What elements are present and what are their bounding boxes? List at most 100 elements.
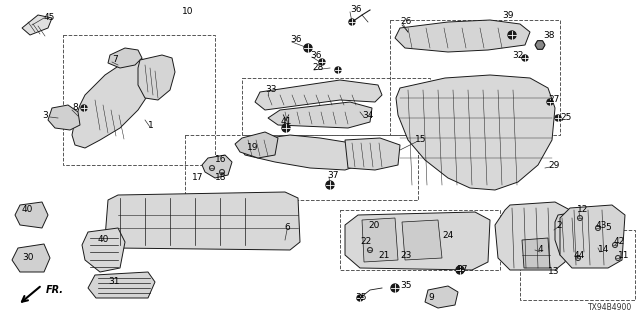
Polygon shape (268, 102, 372, 128)
Text: 12: 12 (577, 205, 588, 214)
Text: 16: 16 (215, 156, 227, 164)
Polygon shape (560, 205, 625, 268)
Text: 36: 36 (290, 36, 301, 44)
Text: 30: 30 (22, 253, 33, 262)
Text: 8: 8 (72, 103, 77, 113)
Polygon shape (240, 135, 368, 170)
Text: 39: 39 (502, 12, 513, 20)
Text: 33: 33 (265, 85, 276, 94)
Circle shape (357, 295, 363, 301)
Polygon shape (555, 210, 600, 255)
Text: 40: 40 (22, 205, 33, 214)
Polygon shape (425, 286, 458, 308)
Bar (390, 20, 560, 135)
Polygon shape (535, 41, 545, 49)
Circle shape (282, 124, 290, 132)
Text: 27: 27 (548, 95, 559, 105)
Text: 15: 15 (415, 135, 426, 145)
Polygon shape (82, 228, 125, 272)
Text: 42: 42 (614, 237, 625, 246)
Polygon shape (522, 238, 550, 268)
Bar (340, 210, 500, 270)
Text: 1: 1 (148, 121, 154, 130)
Text: 19: 19 (247, 143, 259, 153)
Text: 44: 44 (574, 251, 585, 260)
Text: 22: 22 (360, 237, 371, 246)
Text: 37: 37 (456, 266, 467, 275)
Polygon shape (402, 220, 442, 260)
Text: 35: 35 (355, 293, 367, 302)
Circle shape (335, 67, 341, 73)
Circle shape (555, 115, 561, 121)
Text: 43: 43 (596, 220, 607, 229)
Text: 45: 45 (44, 13, 56, 22)
Text: TX94B4900: TX94B4900 (588, 303, 632, 312)
Bar (520, 230, 635, 300)
Polygon shape (88, 272, 155, 298)
Circle shape (522, 55, 528, 61)
Circle shape (304, 44, 312, 52)
Circle shape (547, 99, 553, 105)
Text: 36: 36 (350, 5, 362, 14)
Text: 21: 21 (378, 251, 389, 260)
Polygon shape (12, 244, 50, 272)
Text: 25: 25 (560, 114, 572, 123)
Text: 10: 10 (182, 7, 193, 17)
Text: 26: 26 (400, 18, 412, 27)
Text: 2: 2 (556, 220, 562, 229)
Text: 18: 18 (215, 173, 227, 182)
Polygon shape (345, 138, 400, 170)
Text: 4: 4 (538, 245, 543, 254)
Circle shape (326, 181, 334, 189)
Text: 36: 36 (310, 51, 321, 60)
Polygon shape (255, 80, 382, 110)
Text: 14: 14 (598, 245, 609, 254)
Circle shape (456, 266, 464, 274)
Text: 6: 6 (284, 223, 290, 233)
Circle shape (508, 31, 516, 39)
Polygon shape (72, 58, 152, 148)
Polygon shape (15, 202, 48, 228)
Text: 3: 3 (42, 110, 48, 119)
Text: 34: 34 (362, 110, 373, 119)
Bar (242, 78, 430, 135)
Text: 23: 23 (400, 251, 412, 260)
Circle shape (319, 59, 325, 65)
Text: 35: 35 (400, 281, 412, 290)
Text: FR.: FR. (46, 285, 64, 295)
Text: 24: 24 (442, 230, 453, 239)
Text: 29: 29 (548, 161, 559, 170)
Text: 28: 28 (312, 63, 323, 73)
Circle shape (536, 41, 544, 49)
Polygon shape (396, 75, 555, 190)
Text: 40: 40 (98, 236, 109, 244)
Circle shape (81, 105, 87, 111)
Polygon shape (202, 155, 232, 178)
Text: 20: 20 (368, 220, 380, 229)
Text: 5: 5 (605, 223, 611, 233)
Circle shape (349, 19, 355, 25)
Text: 7: 7 (112, 55, 118, 65)
Polygon shape (395, 20, 530, 52)
Text: 11: 11 (618, 251, 630, 260)
Circle shape (391, 284, 399, 292)
Text: 31: 31 (108, 277, 120, 286)
Bar (63, 35, 215, 165)
Text: 41: 41 (281, 117, 292, 126)
Text: 9: 9 (428, 293, 434, 302)
Polygon shape (108, 48, 142, 68)
Polygon shape (138, 55, 175, 100)
Text: 37: 37 (327, 171, 339, 180)
Polygon shape (495, 202, 572, 270)
Text: 17: 17 (192, 173, 204, 182)
Text: 13: 13 (548, 268, 559, 276)
Polygon shape (362, 218, 398, 262)
Polygon shape (48, 105, 80, 130)
Polygon shape (345, 212, 490, 270)
Text: 32: 32 (512, 51, 524, 60)
Polygon shape (235, 132, 278, 158)
Text: 38: 38 (543, 30, 554, 39)
Polygon shape (22, 15, 52, 35)
Bar (185, 135, 418, 200)
Polygon shape (105, 192, 300, 250)
